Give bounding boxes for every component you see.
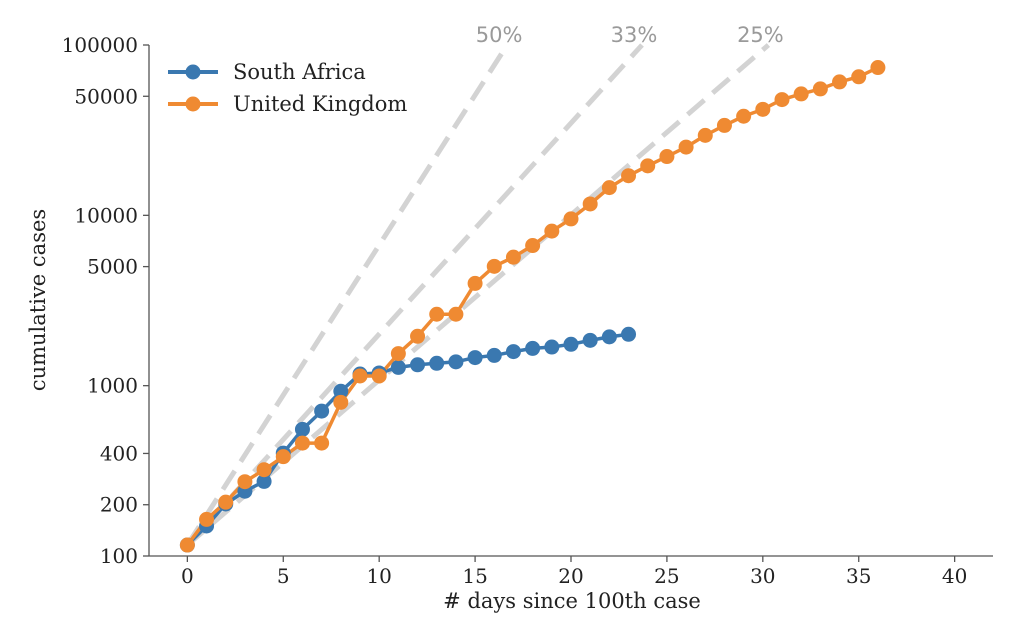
reference-line-50pct <box>185 43 510 547</box>
data-point-united-kingdom <box>544 223 560 239</box>
data-point-united-kingdom <box>716 117 732 133</box>
data-point-united-kingdom <box>832 74 848 90</box>
data-point-south-africa <box>390 359 406 375</box>
data-point-united-kingdom <box>659 149 675 165</box>
data-point-united-kingdom <box>314 435 330 451</box>
y-tick-label: 100 <box>100 544 138 568</box>
data-point-united-kingdom <box>429 306 445 322</box>
legend-label-united-kingdom: United Kingdom <box>233 92 407 116</box>
y-tick-label: 400 <box>100 441 138 465</box>
data-point-united-kingdom <box>371 368 387 384</box>
data-point-united-kingdom <box>505 249 521 265</box>
data-point-united-kingdom <box>774 92 790 108</box>
series-line-united-kingdom <box>185 65 879 547</box>
y-axis-ticks: 100 200 400 1000 5000 10000 50000 100000 <box>62 33 149 568</box>
reference-line-label: 50% <box>476 23 523 47</box>
data-point-united-kingdom <box>793 86 809 102</box>
y-axis-title: cumulative cases <box>26 209 50 391</box>
x-tick-label: 35 <box>846 564 871 588</box>
x-tick-label: 30 <box>750 564 775 588</box>
data-point-united-kingdom <box>582 196 598 212</box>
reference-line-labels: 25% 33% 50% <box>476 23 784 47</box>
data-point-south-africa <box>314 403 330 419</box>
legend-item-united-kingdom: United Kingdom <box>168 92 407 116</box>
data-point-south-africa <box>410 357 426 373</box>
data-point-united-kingdom <box>697 127 713 143</box>
data-point-united-kingdom <box>199 511 215 527</box>
data-point-south-africa <box>333 383 349 399</box>
data-point-south-africa <box>448 354 464 370</box>
data-point-united-kingdom <box>736 108 752 124</box>
x-tick-label: 20 <box>558 564 583 588</box>
legend: South Africa United Kingdom <box>168 60 407 116</box>
data-point-united-kingdom <box>755 101 771 117</box>
data-point-united-kingdom <box>621 168 637 184</box>
data-point-united-kingdom <box>640 158 656 174</box>
y-tick-label: 50000 <box>74 84 138 108</box>
reference-lines <box>185 43 771 547</box>
reference-line-label: 33% <box>611 23 658 47</box>
data-point-south-africa <box>429 355 445 371</box>
x-tick-label: 0 <box>181 564 194 588</box>
legend-item-south-africa: South Africa <box>168 60 366 84</box>
data-point-south-africa <box>601 329 617 345</box>
series-line-south-africa <box>186 332 629 547</box>
y-tick-label: 5000 <box>87 255 138 279</box>
data-point-south-africa <box>256 473 272 489</box>
x-tick-label: 25 <box>654 564 679 588</box>
data-point-united-kingdom <box>486 258 502 274</box>
x-tick-label: 15 <box>462 564 487 588</box>
data-point-united-kingdom <box>256 462 272 478</box>
x-tick-label: 10 <box>366 564 391 588</box>
x-axis-title: # days since 100th case <box>443 589 701 613</box>
data-point-united-kingdom <box>467 275 483 291</box>
data-point-united-kingdom <box>525 238 541 254</box>
data-point-united-kingdom <box>179 537 195 553</box>
data-point-united-kingdom <box>333 394 349 410</box>
reference-line-25pct <box>185 43 771 547</box>
data-point-south-africa <box>582 332 598 348</box>
x-axis-ticks: 0 5 10 15 20 25 30 35 40 <box>181 556 967 588</box>
legend-marker-united-kingdom <box>185 96 201 112</box>
data-point-united-kingdom <box>851 69 867 85</box>
data-point-south-africa <box>467 350 483 366</box>
reference-line-33pct <box>185 43 644 547</box>
y-tick-label: 1000 <box>87 374 138 398</box>
data-point-united-kingdom <box>678 139 694 155</box>
data-point-united-kingdom <box>563 211 579 227</box>
data-point-south-africa <box>525 340 541 356</box>
data-point-united-kingdom <box>218 494 234 510</box>
data-point-united-kingdom <box>812 81 828 97</box>
data-series <box>179 60 886 553</box>
data-point-south-africa <box>294 421 310 437</box>
legend-label-south-africa: South Africa <box>233 60 366 84</box>
data-point-united-kingdom <box>275 449 291 465</box>
data-point-united-kingdom <box>410 328 426 344</box>
y-tick-label: 10000 <box>74 203 138 227</box>
y-tick-label: 100000 <box>62 33 138 57</box>
reference-line-label: 25% <box>737 23 784 47</box>
x-tick-label: 40 <box>942 564 967 588</box>
data-point-united-kingdom <box>237 474 253 490</box>
data-point-united-kingdom <box>448 306 464 322</box>
data-point-united-kingdom <box>294 435 310 451</box>
y-tick-label: 200 <box>100 493 138 517</box>
data-point-south-africa <box>563 336 579 352</box>
x-tick-label: 5 <box>277 564 290 588</box>
data-point-south-africa <box>544 339 560 355</box>
data-point-united-kingdom <box>390 346 406 362</box>
data-point-united-kingdom <box>352 368 368 384</box>
legend-marker-south-africa <box>185 64 201 80</box>
data-point-south-africa <box>621 326 637 342</box>
data-point-south-africa <box>486 347 502 363</box>
data-point-united-kingdom <box>870 60 886 76</box>
data-point-south-africa <box>505 344 521 360</box>
data-point-united-kingdom <box>601 180 617 196</box>
